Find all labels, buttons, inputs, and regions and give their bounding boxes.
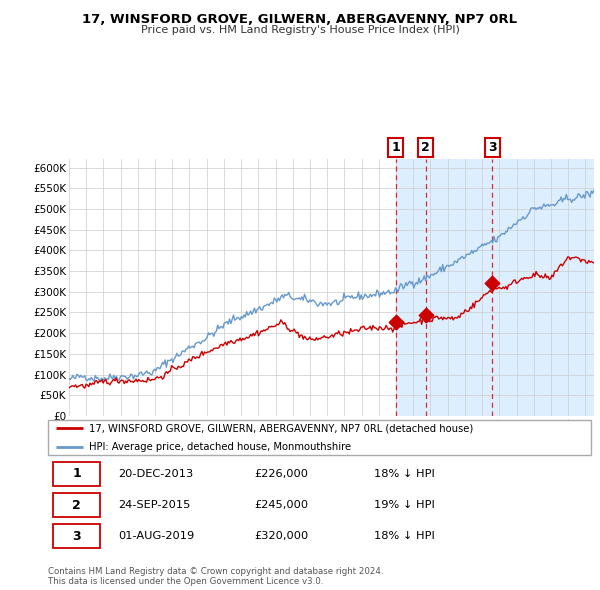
Text: 1: 1: [391, 141, 400, 154]
Text: £226,000: £226,000: [254, 469, 308, 479]
Text: 1: 1: [72, 467, 81, 480]
Text: £320,000: £320,000: [254, 531, 308, 541]
Point: [487, 278, 497, 288]
FancyBboxPatch shape: [53, 462, 100, 486]
Text: 2: 2: [421, 141, 430, 154]
Text: £245,000: £245,000: [254, 500, 308, 510]
FancyBboxPatch shape: [53, 524, 100, 548]
Text: 01-AUG-2019: 01-AUG-2019: [119, 531, 195, 541]
Text: 18% ↓ HPI: 18% ↓ HPI: [374, 531, 434, 541]
Text: 3: 3: [72, 530, 81, 543]
Point: [391, 317, 400, 327]
Text: Contains HM Land Registry data © Crown copyright and database right 2024.
This d: Contains HM Land Registry data © Crown c…: [48, 567, 383, 586]
Text: 3: 3: [488, 141, 496, 154]
Text: 17, WINSFORD GROVE, GILWERN, ABERGAVENNY, NP7 0RL: 17, WINSFORD GROVE, GILWERN, ABERGAVENNY…: [82, 13, 518, 26]
Bar: [395, 159, 594, 416]
Text: 19% ↓ HPI: 19% ↓ HPI: [374, 500, 434, 510]
Text: HPI: Average price, detached house, Monmouthshire: HPI: Average price, detached house, Monm…: [89, 442, 351, 453]
Text: 17, WINSFORD GROVE, GILWERN, ABERGAVENNY, NP7 0RL (detached house): 17, WINSFORD GROVE, GILWERN, ABERGAVENNY…: [89, 423, 473, 433]
Text: 24-SEP-2015: 24-SEP-2015: [119, 500, 191, 510]
Text: 2: 2: [72, 499, 81, 512]
FancyBboxPatch shape: [53, 493, 100, 517]
Text: 20-DEC-2013: 20-DEC-2013: [119, 469, 194, 479]
Text: Price paid vs. HM Land Registry's House Price Index (HPI): Price paid vs. HM Land Registry's House …: [140, 25, 460, 35]
Point: [421, 310, 431, 319]
Text: 18% ↓ HPI: 18% ↓ HPI: [374, 469, 434, 479]
